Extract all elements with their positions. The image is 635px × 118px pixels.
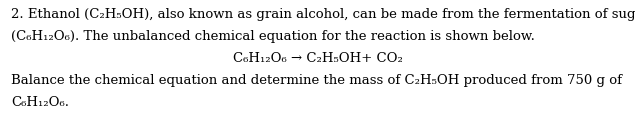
Text: (C₆H₁₂O₆). The unbalanced chemical equation for the reaction is shown below.: (C₆H₁₂O₆). The unbalanced chemical equat… [11,30,535,43]
Text: 2. Ethanol (C₂H₅OH), also known as grain alcohol, can be made from the fermentat: 2. Ethanol (C₂H₅OH), also known as grain… [11,8,635,21]
Text: Balance the chemical equation and determine the mass of C₂H₅OH produced from 750: Balance the chemical equation and determ… [11,74,622,87]
Text: C₆H₁₂O₆.: C₆H₁₂O₆. [11,96,69,109]
Text: C₆H₁₂O₆ → C₂H₅OH+ CO₂: C₆H₁₂O₆ → C₂H₅OH+ CO₂ [232,52,403,65]
